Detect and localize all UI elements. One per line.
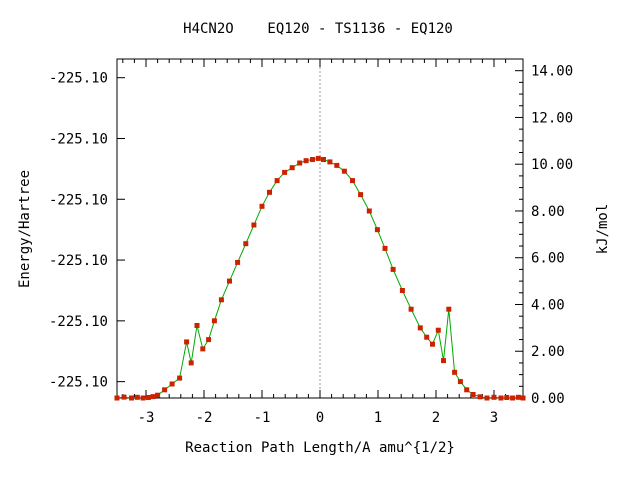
data-point	[327, 159, 333, 165]
data-point	[169, 381, 175, 387]
data-point	[457, 379, 463, 385]
data-point	[446, 306, 452, 312]
data-point	[282, 169, 288, 175]
data-point	[441, 358, 446, 364]
data-point	[408, 306, 414, 312]
data-point	[435, 327, 441, 333]
data-point	[515, 394, 521, 400]
data-point	[399, 288, 405, 293]
left-tick-label: -225.10	[49, 131, 108, 147]
data-point	[430, 341, 435, 347]
chart-title: H4CN2O EQ120 - TS1136 - EQ120	[183, 21, 453, 37]
x-tick-label: -3	[138, 410, 155, 426]
series-line	[116, 157, 524, 399]
left-tick-label: -225.10	[49, 375, 108, 391]
x-tick-label: 0	[316, 410, 324, 426]
series-markers	[114, 155, 526, 401]
data-point	[452, 369, 458, 375]
left-tick-label: -225.10	[49, 192, 108, 208]
x-axis-label: Reaction Path Length/A amu^{1/2}	[185, 440, 455, 456]
data-point	[184, 339, 190, 345]
data-point	[464, 387, 470, 393]
data-point	[267, 189, 272, 195]
data-point	[374, 227, 380, 233]
right-tick-label: 0.00	[531, 391, 565, 407]
right-tick-label: 10.00	[531, 157, 573, 173]
x-tick-label: -1	[254, 410, 271, 426]
data-point	[358, 192, 364, 198]
data-point	[504, 395, 510, 400]
x-tick-label: 2	[432, 410, 440, 426]
right-tick-label: 8.00	[531, 204, 565, 220]
data-point	[177, 375, 183, 381]
data-point	[321, 157, 326, 162]
data-point	[200, 346, 206, 352]
data-point	[484, 395, 490, 401]
data-point	[424, 334, 430, 340]
data-point	[350, 178, 355, 184]
right-tick-label: 14.00	[531, 64, 573, 80]
x-axis-ticks: -3 -2 -1 0 1 2 3	[122, 59, 507, 426]
data-point	[417, 325, 423, 331]
data-point	[114, 395, 120, 401]
right-axis-ticks: 0.00 2.00 4.00 6.00 8.00 10.00 12.00 14.00	[515, 64, 573, 407]
data-point	[206, 337, 212, 343]
data-point	[382, 245, 388, 251]
data-point	[297, 160, 303, 166]
data-point	[150, 394, 156, 400]
data-point	[520, 395, 526, 401]
data-point	[470, 392, 476, 397]
data-point	[235, 259, 241, 265]
left-tick-label: -225.10	[49, 71, 108, 87]
data-point	[498, 395, 504, 401]
data-point	[140, 395, 146, 401]
y-axis-label-left: Energy/Hartree	[17, 170, 33, 288]
left-tick-label: -225.10	[49, 314, 108, 330]
data-point	[259, 203, 265, 209]
left-tick-label: -225.10	[49, 253, 108, 269]
left-axis-ticks: -225.10 -225.10 -225.10 -225.10 -225.10 -225.…	[49, 71, 125, 391]
data-point	[134, 394, 140, 400]
data-point	[390, 266, 396, 272]
x-tick-label: 3	[490, 410, 498, 426]
data-point	[491, 394, 497, 400]
data-point	[155, 392, 161, 398]
data-point	[211, 318, 217, 324]
data-point	[194, 323, 200, 328]
right-tick-label: 4.00	[531, 297, 565, 313]
data-point	[121, 394, 127, 400]
data-point	[289, 165, 295, 171]
data-point	[162, 387, 168, 393]
data-point	[477, 394, 483, 400]
data-point	[188, 360, 194, 366]
right-tick-label: 12.00	[531, 110, 573, 126]
data-point	[303, 158, 309, 164]
data-point	[334, 162, 340, 168]
data-point	[218, 297, 224, 303]
data-point	[145, 395, 151, 400]
data-point	[227, 278, 232, 284]
data-point	[366, 208, 372, 214]
data-point	[251, 222, 257, 228]
data-point	[129, 395, 134, 401]
x-tick-label: -2	[196, 410, 213, 426]
y-axis-label-right: kJ/mol	[595, 204, 611, 255]
data-point	[510, 395, 516, 401]
data-point	[310, 157, 315, 162]
data-point	[243, 241, 249, 247]
right-tick-label: 2.00	[531, 344, 565, 360]
data-point	[315, 155, 321, 161]
x-tick-label: 1	[374, 410, 382, 426]
right-tick-label: 6.00	[531, 251, 565, 267]
data-point	[274, 178, 280, 184]
data-point	[341, 168, 347, 174]
